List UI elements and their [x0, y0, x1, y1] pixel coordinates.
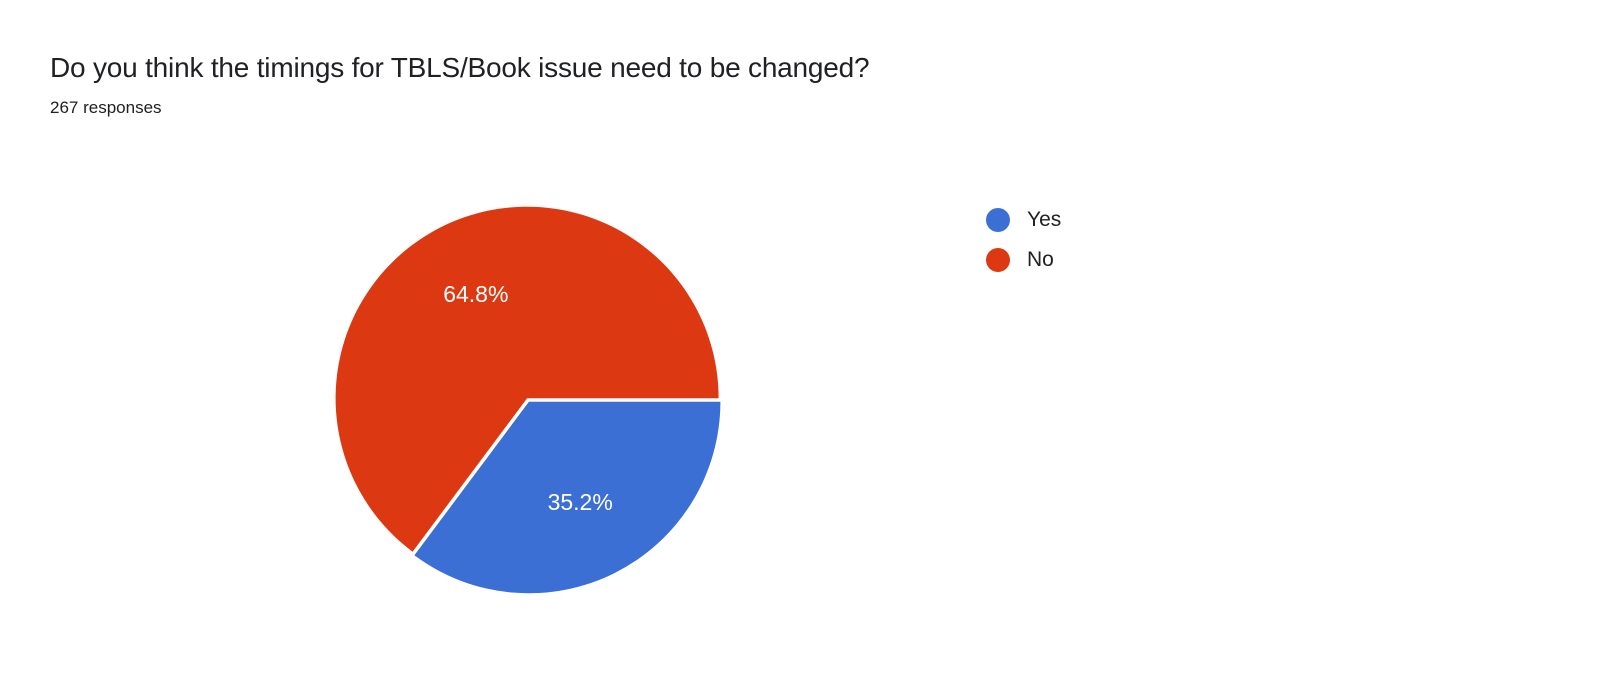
- question-block: Do you think the timings for TBLS/Book i…: [50, 50, 1250, 120]
- pie-chart: 64.8% 35.2% Yes No: [0, 150, 1600, 650]
- pie-label-no: 64.8%: [443, 281, 508, 307]
- circle-swatch-icon: [986, 248, 1010, 272]
- pie-svg: 64.8% 35.2%: [335, 206, 721, 594]
- pie-slice-no[interactable]: [335, 206, 719, 552]
- chart-legend: Yes No: [986, 200, 1266, 280]
- legend-label-no: No: [1027, 248, 1054, 271]
- circle-swatch-icon: [986, 208, 1010, 232]
- legend-label-yes: Yes: [1027, 208, 1062, 231]
- legend-item-no[interactable]: No: [986, 240, 1266, 280]
- response-count: 267 responses: [50, 98, 162, 117]
- legend-item-yes[interactable]: Yes: [986, 200, 1266, 240]
- pie-graphic: 64.8% 35.2%: [334, 206, 722, 594]
- pie-label-yes: 35.2%: [548, 489, 613, 515]
- page-title: Do you think the timings for TBLS/Book i…: [50, 52, 870, 83]
- pie-slice-yes[interactable]: [414, 401, 721, 594]
